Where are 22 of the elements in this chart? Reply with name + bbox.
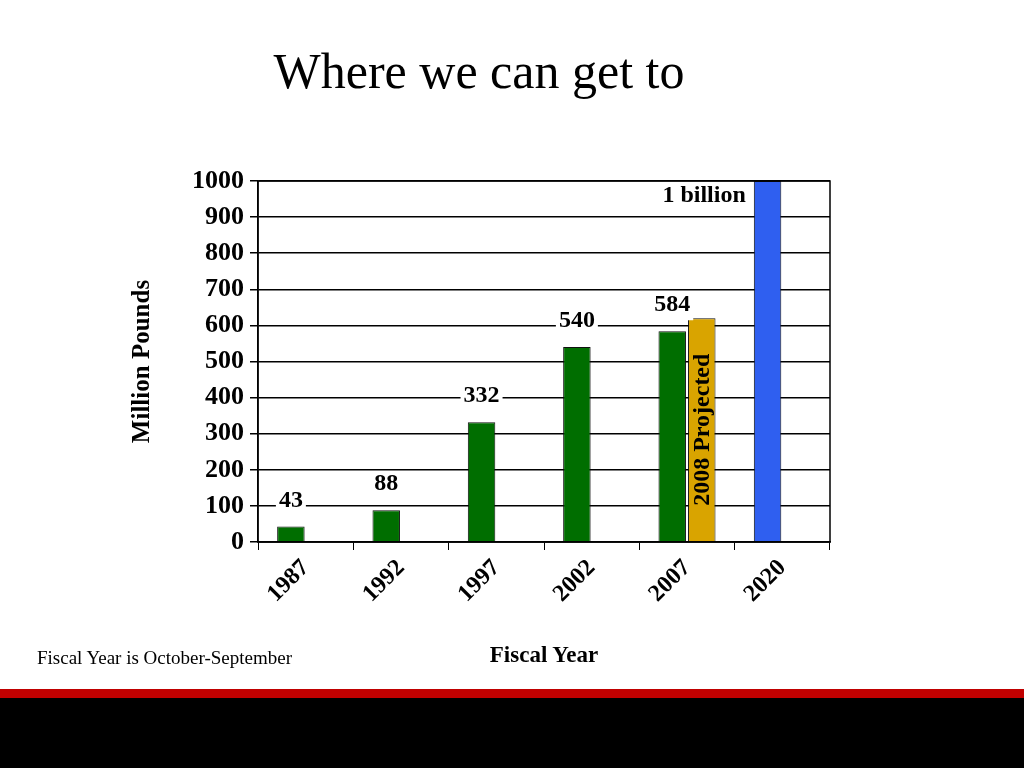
annotation: 1 billion <box>662 181 746 208</box>
y-tick-label: 1000 <box>192 164 244 194</box>
y-tick-label: 0 <box>231 525 244 555</box>
data-label: 584 <box>654 290 691 317</box>
data-label: 88 <box>374 469 399 496</box>
chart-title: Where we can get to <box>273 43 685 100</box>
text: Fiscal Year is October-September <box>37 647 293 669</box>
y-axis-title: Million Pounds <box>127 279 155 444</box>
y-tick-label: 400 <box>205 381 244 411</box>
y-tick-label: 600 <box>205 309 244 339</box>
data-label: 332 <box>463 381 500 408</box>
x-axis-title: Fiscal Year <box>489 642 599 668</box>
y-tick-label: 800 <box>205 236 244 266</box>
y-tick-label: 300 <box>205 417 244 447</box>
y-tick-label: 100 <box>205 489 244 519</box>
y-tick-label: 900 <box>205 200 244 230</box>
data-label: 43 <box>278 485 303 512</box>
y-tick-label: 700 <box>205 273 244 303</box>
y-tick-label: 500 <box>205 345 244 375</box>
data-label: 540 <box>558 306 595 333</box>
y-tick-label: 200 <box>205 453 244 483</box>
series-label: 2008 Projected <box>687 352 714 506</box>
